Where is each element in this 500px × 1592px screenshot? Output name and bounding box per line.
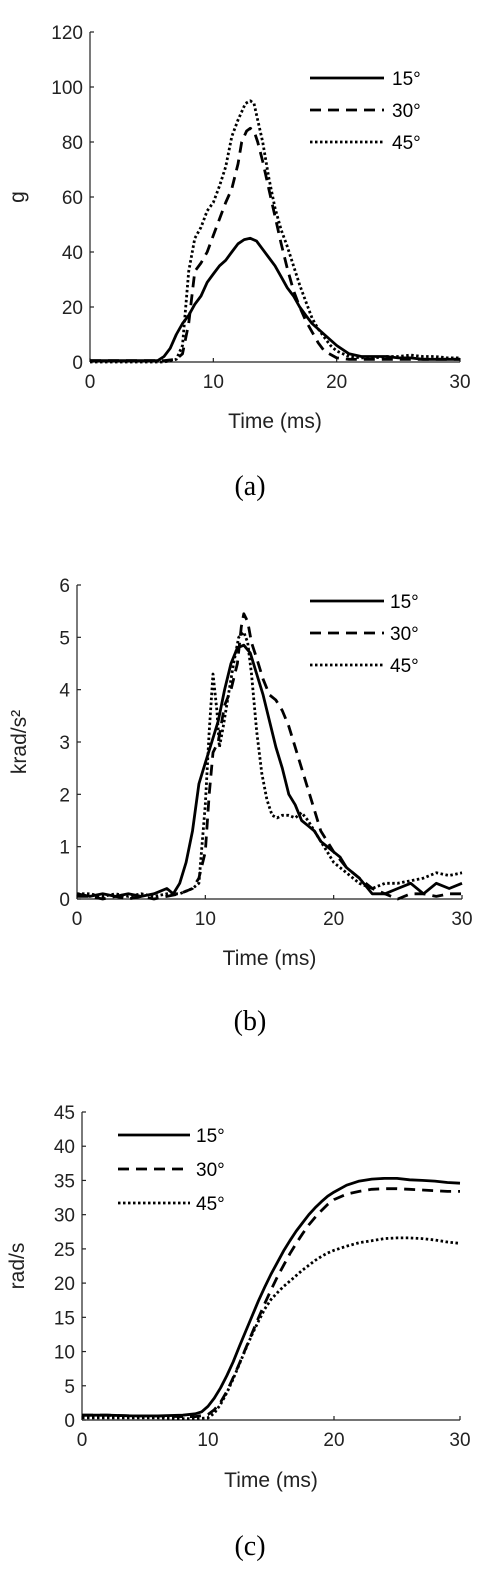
x-tick-label: 0 [77,1430,88,1451]
x-tick-label: 20 [326,372,347,393]
x-tick-label: 0 [85,372,96,393]
y-tick-label: 2 [59,785,70,806]
y-tick-label: 6 [59,576,70,597]
y-tick-label: 0 [64,1411,75,1432]
chart-1: 0 20 40 60 80 100 120 0 10 20 30 Time (ms) g 15° 30° 45… [6,23,471,502]
series-line-2 [90,126,460,363]
y-tick-label: 35 [54,1171,75,1192]
legend-label: 15° [196,1126,225,1147]
legend-label: 45° [392,133,421,154]
y-tick-label: 40 [54,1137,75,1158]
legend-label: 30° [392,101,421,122]
chart-3: 0 5 10 15 20 25 30 35 40 45 0 10 20 30 Time (ms) rad/s 1… [6,1103,471,1562]
y-tick-label: 25 [54,1240,75,1261]
series-line-1 [82,1177,461,1418]
x-axis-label: Time (ms) [223,947,317,970]
y-tick-label: 120 [51,23,83,44]
x-tick-label: 30 [449,372,470,393]
panel-caption: (c) [234,1531,265,1562]
y-tick-label: 80 [62,133,83,154]
x-tick-label: 10 [197,1430,218,1451]
y-tick-label: 1 [59,838,70,859]
x-tick-label: 10 [195,909,216,930]
x-tick-label: 0 [72,909,83,930]
y-tick-label: 20 [62,298,83,319]
y-tick-label: 4 [59,681,70,702]
y-tick-label: 3 [59,733,70,754]
y-tick-label: 10 [54,1343,75,1364]
x-tick-label: 20 [323,909,344,930]
y-axis-label: rad/s [6,1243,29,1290]
y-tick-label: 40 [62,243,83,264]
legend-label: 30° [196,1160,225,1181]
legend: 15° 30° 45° [310,69,421,154]
x-tick-label: 30 [449,1430,470,1451]
y-tick-label: 20 [54,1274,75,1295]
x-axis-label: Time (ms) [224,1469,318,1492]
series-line-1 [76,643,463,898]
y-tick-label: 0 [72,353,83,374]
legend-label: 45° [390,656,419,677]
y-tick-label: 15 [54,1308,75,1329]
panel-caption: (a) [234,471,265,502]
series-line-2 [82,1187,460,1418]
legend: 15° 30° 45° [310,592,419,677]
y-axis-label: krad/s² [8,710,31,774]
legend-label: 15° [392,69,421,90]
y-tick-label: 5 [59,628,70,649]
series-line-1 [90,236,460,363]
y-tick-label: 5 [64,1377,75,1398]
series-line-3 [90,99,460,364]
x-axis-label: Time (ms) [228,410,322,433]
legend: 15° 30° 45° [118,1126,225,1215]
legend-label: 30° [390,624,419,645]
panel-caption: (b) [234,1006,267,1037]
y-tick-label: 100 [51,78,83,99]
x-tick-label: 30 [451,909,472,930]
y-tick-label: 60 [62,188,83,209]
y-tick-label: 45 [54,1103,75,1124]
chart-2: 0 1 2 3 4 5 6 0 10 20 30 Time (ms) krad/s² 15° 30° 45° (… [8,576,473,1037]
legend-label: 45° [196,1194,225,1215]
x-tick-label: 20 [323,1430,344,1451]
series-line-3 [82,1236,461,1420]
legend-label: 15° [390,592,419,613]
series-line-2 [77,612,462,901]
y-axis-label: g [6,191,29,203]
y-tick-label: 0 [59,890,70,911]
x-tick-label: 10 [203,372,224,393]
y-tick-label: 30 [54,1206,75,1227]
